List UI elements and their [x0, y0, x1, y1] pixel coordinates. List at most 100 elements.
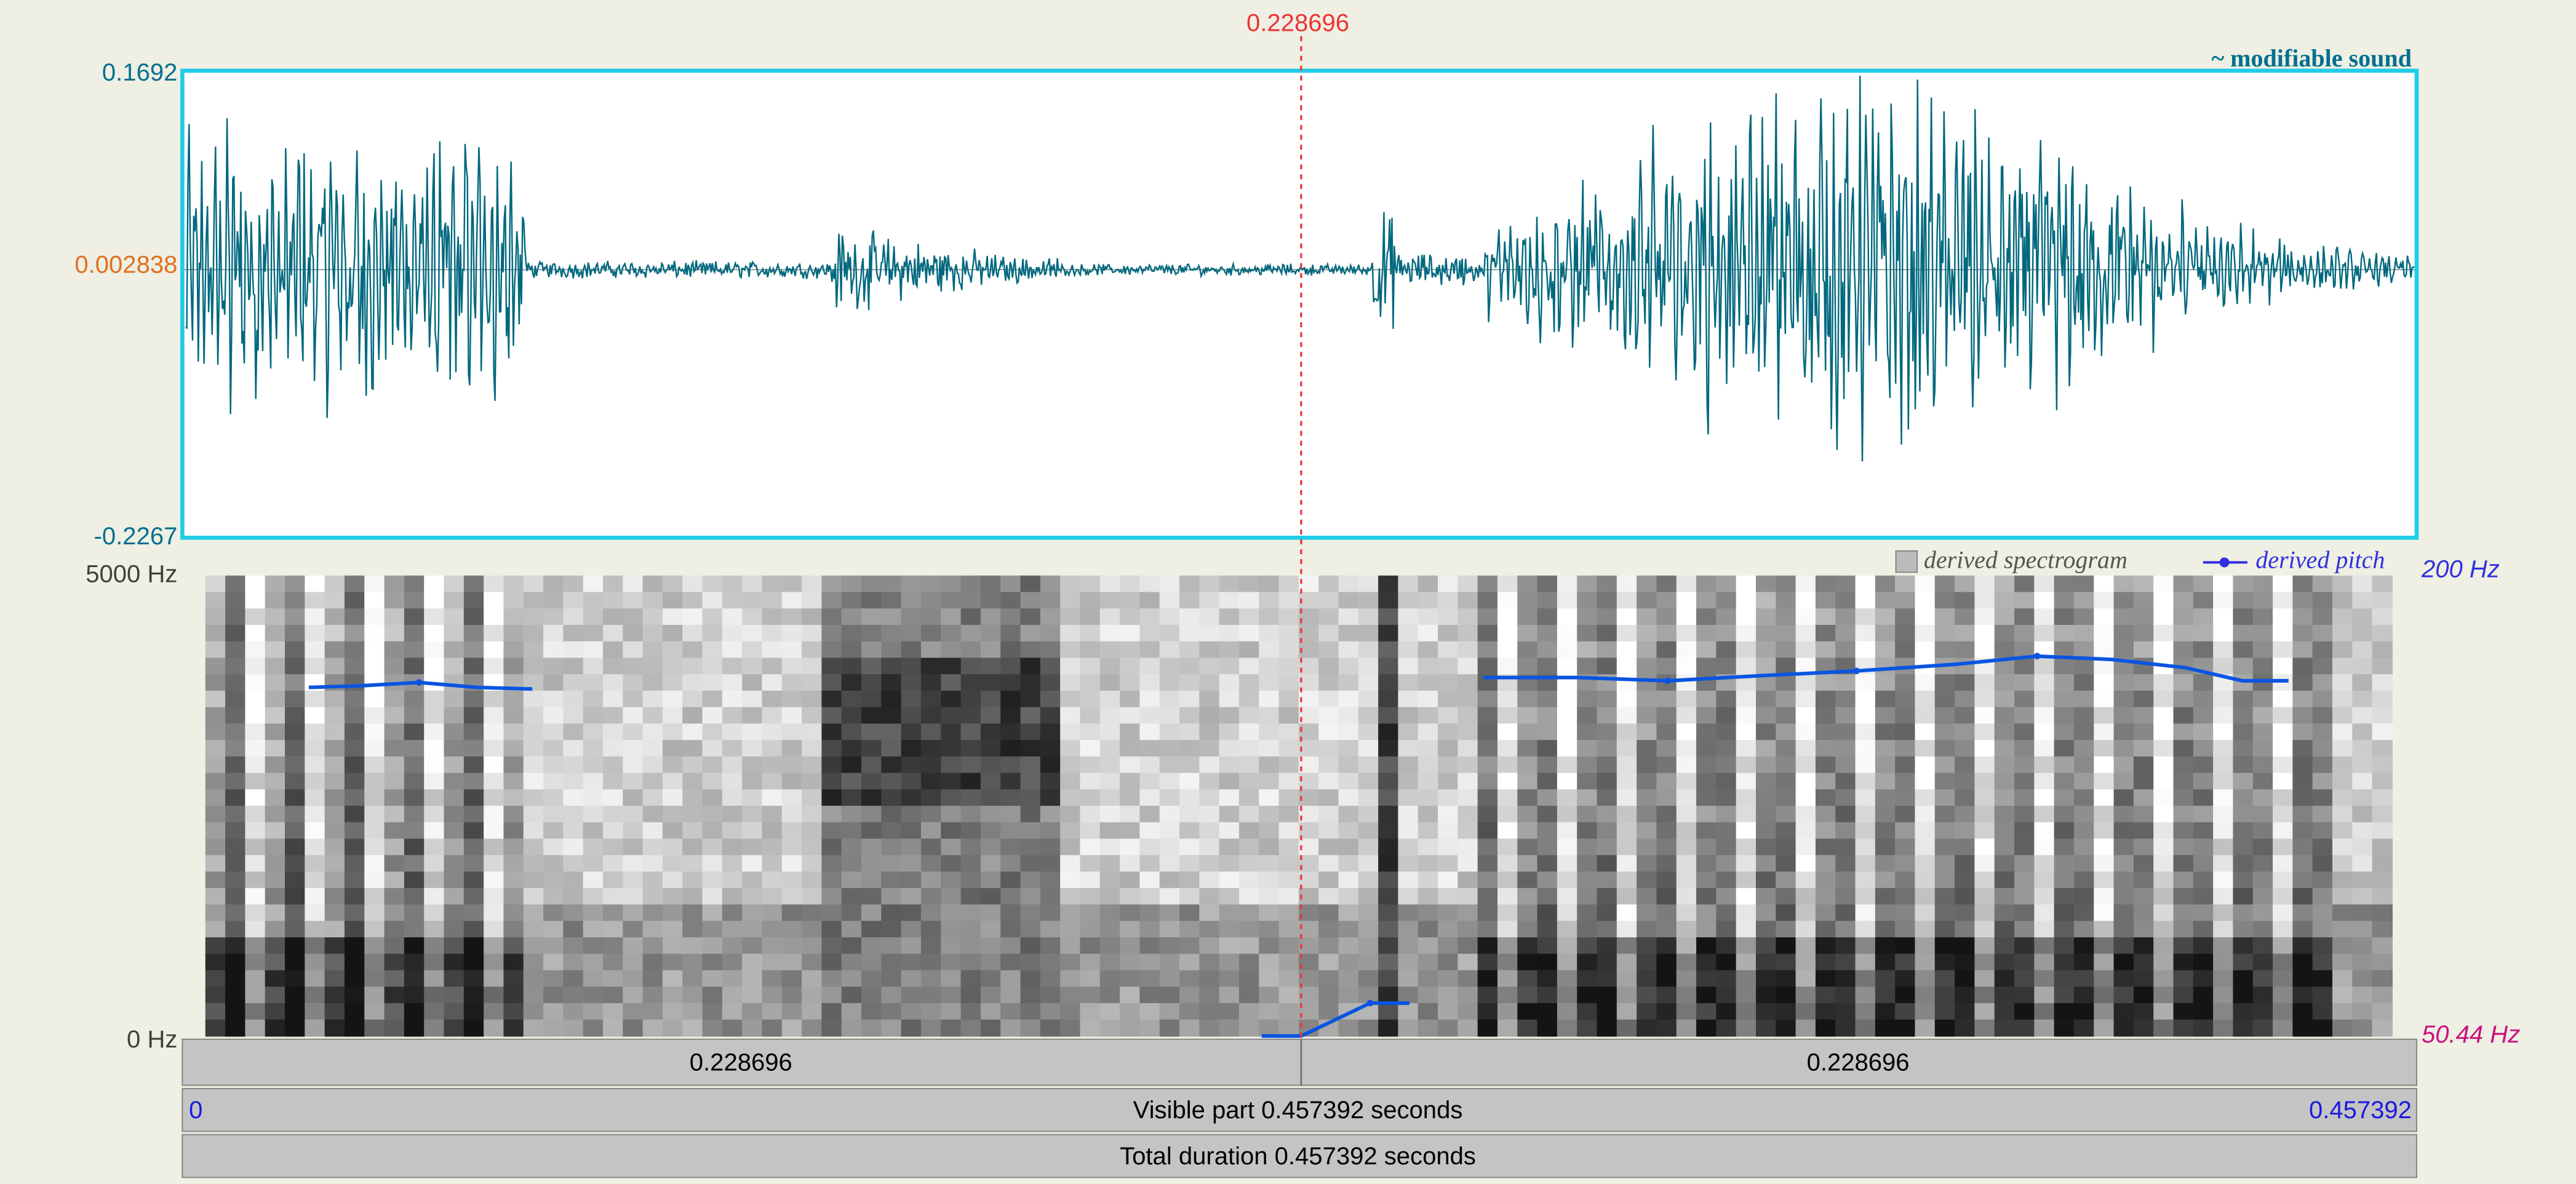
spectrogram-cell: [583, 592, 604, 610]
spectrogram-cell: [563, 592, 584, 610]
spectrogram-cell: [1736, 592, 1757, 610]
spectrogram-cell: [1497, 592, 1518, 610]
spectrogram-cell: [2054, 888, 2075, 905]
spectrogram-cell: [1219, 987, 1240, 1004]
spectrogram-cell: [1815, 592, 1836, 610]
spectrogram-cell: [1477, 707, 1499, 725]
spectrogram-cell: [285, 970, 306, 988]
spectrogram-cell: [821, 624, 842, 642]
spectrogram-cell: [1696, 937, 1717, 955]
spectrogram-cell: [583, 1003, 604, 1020]
spectrogram-cell: [463, 904, 485, 922]
spectrogram-cell: [265, 872, 286, 889]
spectrogram-cell: [722, 855, 743, 873]
spectrogram-cell: [1497, 1003, 1518, 1020]
spectrogram-cell: [444, 888, 465, 905]
spectrogram-cell: [305, 740, 325, 757]
spectrogram-cell: [424, 740, 445, 757]
spectrogram-cell: [1418, 806, 1439, 823]
spectrogram-cell: [1278, 970, 1299, 988]
total-bar[interactable]: [181, 1134, 2418, 1178]
spectrogram-cell: [1934, 789, 1956, 807]
spectrogram-cell: [881, 1003, 902, 1020]
spectrogram-cell: [463, 723, 485, 741]
spectrogram-cell: [1099, 921, 1121, 939]
spectrogram-cell: [642, 773, 663, 790]
spectrogram-cell: [2213, 624, 2234, 642]
spectrogram-cell: [1120, 674, 1141, 691]
spectrogram-cell: [1934, 592, 1956, 610]
spectrogram-cell: [702, 806, 723, 823]
spectrogram-cell: [1577, 723, 1598, 741]
spectrogram-cell: [881, 723, 902, 741]
spectrogram-cell: [1338, 756, 1359, 774]
spectrogram-cell: [1338, 789, 1359, 807]
spectrogram-cell: [1477, 575, 1499, 593]
spectrogram-cell: [1000, 838, 1021, 856]
spectrogram-cell: [702, 838, 723, 856]
spectrogram-cell: [1378, 904, 1399, 922]
spectrogram-cell: [1219, 773, 1240, 790]
segment-bar[interactable]: [181, 1038, 2418, 1086]
spectrogram-cell: [1457, 904, 1478, 922]
spectrogram-cell: [404, 921, 425, 939]
right-segment: 0.228696: [1807, 1049, 1910, 1076]
spectrogram-cell: [2273, 756, 2294, 774]
spectrogram-cell: [1755, 773, 1777, 790]
spectrogram-cell: [722, 641, 743, 659]
spectrogram-cell: [960, 953, 981, 971]
visible-bar[interactable]: [181, 1087, 2418, 1132]
spectrogram-cell: [2133, 608, 2155, 626]
spectrogram-cell: [1080, 690, 1101, 708]
spectrogram-cell: [245, 904, 266, 922]
waveform-layer: [185, 76, 2415, 462]
spectrogram-cell: [1438, 707, 1459, 725]
spectrogram-cell: [1238, 773, 1260, 790]
spectrogram-cell: [543, 1003, 564, 1020]
spectrogram-cell: [1776, 690, 1796, 708]
spectrogram-cell: [1418, 953, 1439, 971]
spectrogram-cell: [2153, 838, 2174, 856]
spectrogram-cell: [1517, 838, 1538, 856]
spectrogram-cell: [1358, 641, 1379, 659]
spectrogram-cell: [1497, 904, 1518, 922]
spectrogram-cell: [2153, 872, 2174, 889]
spectrogram-cell: [1875, 888, 1896, 905]
spectrogram-cell: [1616, 674, 1638, 691]
spectrogram-cell: [2113, 987, 2134, 1004]
spectrogram-cell: [1855, 723, 1876, 741]
spectrogram-cell: [1616, 987, 1638, 1004]
spectrogram-cell: [821, 641, 842, 659]
spectrogram-cell: [563, 872, 584, 889]
spectrogram-cell: [2193, 937, 2214, 955]
spectrogram-cell: [602, 707, 624, 725]
spectrogram-cell: [802, 838, 823, 856]
spectrogram-cell: [563, 1003, 584, 1020]
spectrogram-cell: [1497, 789, 1518, 807]
spectrogram-cell: [1120, 921, 1141, 939]
spectrogram-cell: [2054, 658, 2075, 675]
spectrogram-cell: [1497, 872, 1518, 889]
spectrogram-cell: [1895, 773, 1916, 790]
spectrogram-cell: [1238, 592, 1260, 610]
spectrogram-cell: [205, 690, 226, 708]
spectrogram-cell: [781, 592, 803, 610]
spectrogram-cell: [2133, 921, 2155, 939]
spectrogram-cell: [662, 1003, 684, 1020]
spectrogram-cell: [444, 1019, 465, 1037]
spectrogram-cell: [1755, 838, 1777, 856]
spectrogram-cell: [781, 921, 803, 939]
spectrogram-cell: [1557, 1019, 1578, 1037]
spectrogram-cell: [1259, 1003, 1280, 1020]
spectrogram-cell: [1179, 608, 1200, 626]
spectrogram-cell: [1895, 987, 1916, 1004]
spectrogram-cell: [1955, 1003, 1976, 1020]
spectrogram-cell: [1398, 872, 1419, 889]
spectrogram-cell: [2173, 740, 2194, 757]
spectrogram-cell: [2094, 904, 2115, 922]
spectrogram-cell: [245, 723, 266, 741]
spectrogram-cell: [960, 690, 981, 708]
spectrogram-cell: [444, 789, 465, 807]
spectrogram-cell: [265, 1019, 286, 1037]
spectrogram-cell: [1577, 690, 1598, 708]
